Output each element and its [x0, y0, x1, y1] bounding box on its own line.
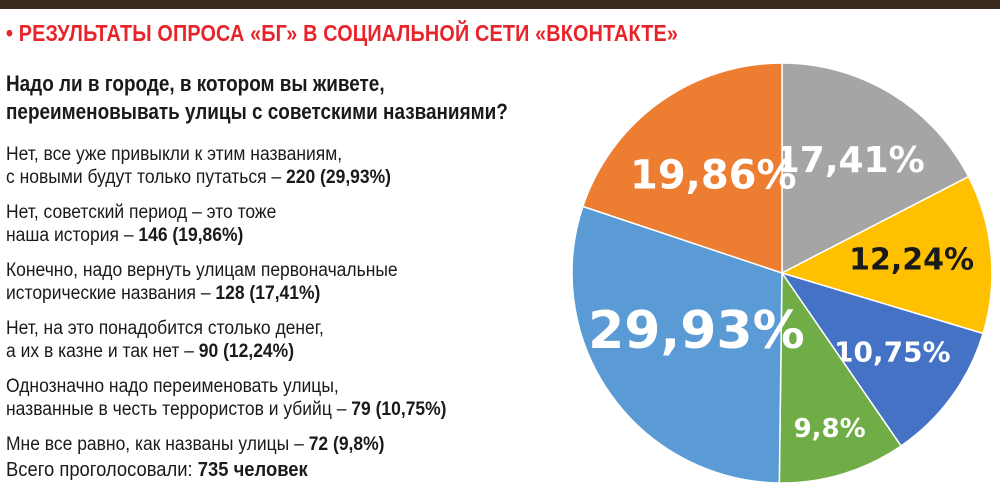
- total-votes: Всего проголосовали: 735 человек: [6, 459, 308, 482]
- answer-result: 72 (9,8%): [308, 434, 385, 455]
- answer-result: 79 (10,75%): [351, 399, 447, 420]
- question-line: Надо ли в городе, в котором вы живете,: [6, 71, 385, 96]
- answer-text: Мне все равно, как названы улицы –: [6, 434, 309, 455]
- slice-label: 12,24%: [849, 243, 974, 278]
- poll-question: Надо ли в городе, в котором вы живете, п…: [6, 70, 508, 126]
- slice-label: 17,41%: [775, 140, 925, 181]
- question-line: переименовывать улицы с советскими назва…: [6, 99, 508, 124]
- pie-slice: [780, 175, 993, 335]
- answer-text: Конечно, надо вернуть улицам первоначаль…: [6, 260, 398, 281]
- answer-text: Нет, советский период – это тоже: [6, 202, 277, 223]
- slice-label: 19,86%: [630, 153, 797, 199]
- answer-result: 128 (17,41%): [215, 283, 321, 304]
- answer-text: Нет, на это понадобится столько денег,: [6, 318, 324, 339]
- pie-slice: [781, 62, 970, 275]
- slice-label: 10,75%: [834, 335, 951, 368]
- answer-item: Нет, советский период – это тоже наша ист…: [6, 201, 447, 247]
- slice-label: 9,8%: [794, 414, 866, 444]
- pie-slice: [581, 62, 783, 275]
- slice-label: 29,93%: [588, 301, 805, 361]
- answer-result: 90 (12,24%): [198, 341, 295, 362]
- pie-slice: [778, 270, 903, 484]
- answer-item: Нет, на это понадобится столько денег, а …: [6, 317, 447, 363]
- answer-text: а их в казне и так нет –: [6, 341, 199, 362]
- answer-item: Мне все равно, как названы улицы – 72 (9…: [6, 433, 447, 456]
- answer-result: 220 (29,93%): [286, 167, 391, 188]
- answer-list: Нет, все уже привыкли к этим названиям, с…: [6, 143, 485, 468]
- top-bar: [0, 0, 1000, 9]
- answer-item: Нет, все уже привыкли к этим названиям, с…: [6, 143, 447, 189]
- answer-item: Конечно, надо вернуть улицам первоначаль…: [6, 259, 447, 305]
- answer-item: Однозначно надо переименовать улицы, назв…: [6, 375, 447, 421]
- answer-text: Нет, все уже привыкли к этим названиям,: [6, 144, 343, 165]
- answer-text: Однозначно надо переименовать улицы,: [6, 376, 339, 397]
- answer-text: названные в честь террористов и убийц –: [6, 399, 352, 420]
- page-title: • РЕЗУЛЬТАТЫ ОПРОСА «БГ» В СОЦИАЛЬНОЙ СЕ…: [6, 20, 679, 46]
- answer-text: исторические названия –: [6, 283, 216, 304]
- answer-text: с новыми будут только путаться –: [6, 167, 287, 188]
- total-value: 735 человек: [197, 459, 308, 481]
- answer-result: 146 (19,86%): [138, 225, 244, 246]
- pie-slice: [780, 271, 985, 448]
- pie-slice: [571, 205, 783, 484]
- total-label: Всего проголосовали:: [6, 459, 198, 481]
- answer-text: наша история –: [6, 225, 139, 246]
